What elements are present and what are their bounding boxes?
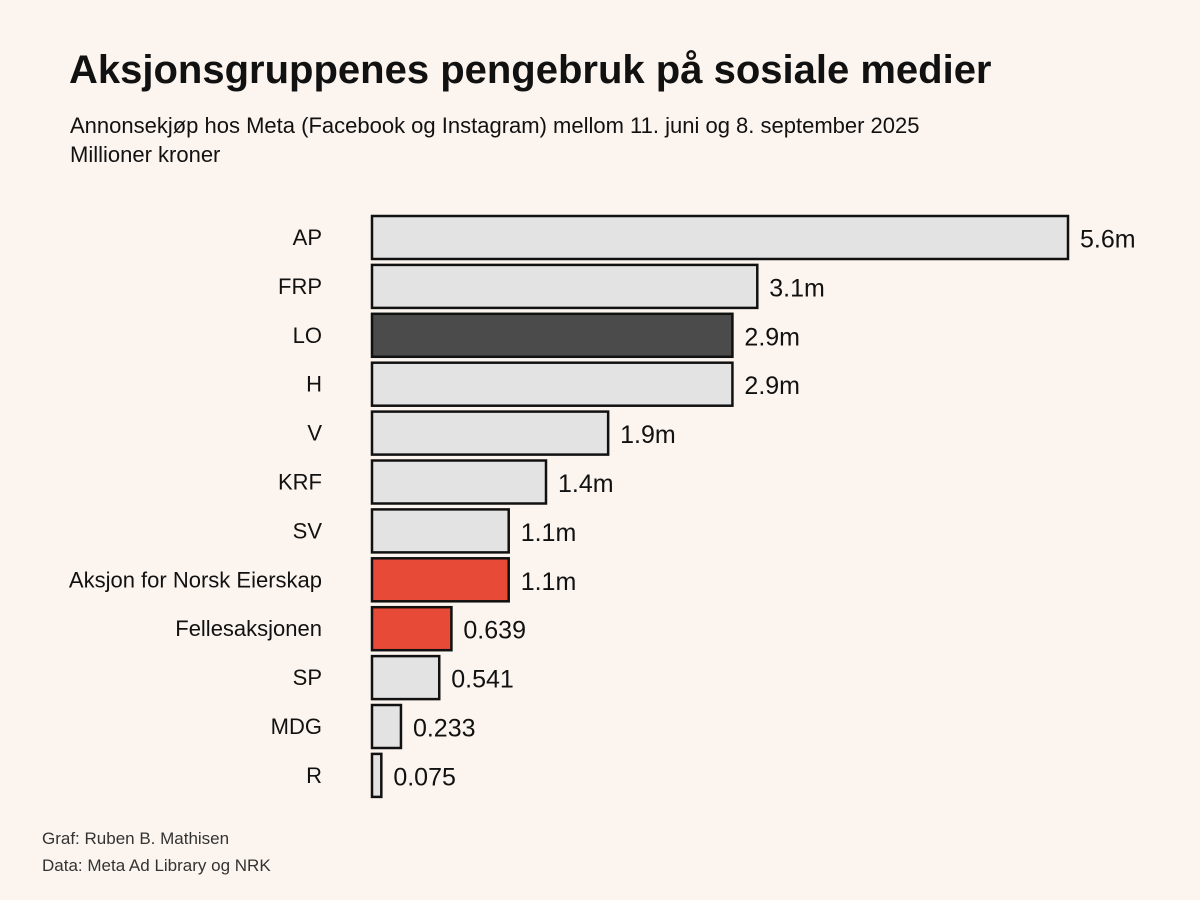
value-label-h: 2.9m xyxy=(744,372,800,400)
category-label-fellesaksjonen: Fellesaksjonen xyxy=(175,616,322,641)
category-label-lo: LO xyxy=(293,323,322,348)
bar-krf xyxy=(370,459,548,505)
chart-subtitle: Annonsekjøp hos Meta (Facebook og Instag… xyxy=(70,113,920,138)
bar-r xyxy=(370,752,383,799)
bar-ap xyxy=(370,214,1070,261)
chart-subtitle-block: Annonsekjøp hos Meta (Facebook og Instag… xyxy=(70,111,920,169)
bar-lo xyxy=(370,312,734,359)
bar-mdg xyxy=(370,703,403,750)
value-label-fellesaksjonen: 0.639 xyxy=(463,617,526,645)
category-label-v: V xyxy=(307,421,322,446)
value-label-sv: 1.1m xyxy=(521,519,577,547)
category-label-h: H xyxy=(306,372,322,397)
data-credit: Data: Meta Ad Library og NRK xyxy=(42,856,271,875)
bar-v xyxy=(370,410,610,456)
category-label-ap: AP xyxy=(293,225,322,250)
value-label-mdg: 0.233 xyxy=(413,715,476,743)
value-label-aksjon-for-norsk-eierskap: 1.1m xyxy=(521,568,577,596)
graph-credit: Graf: Ruben B. Mathisen xyxy=(42,829,230,848)
credits: Graf: Ruben B. Mathisen Data: Meta Ad Li… xyxy=(42,825,271,879)
category-label-frp: FRP xyxy=(278,274,322,299)
bar-sp xyxy=(370,654,441,701)
bar-aksjon-for-norsk-eierskap xyxy=(370,557,510,603)
bar-fellesaksjonen xyxy=(370,605,453,652)
value-label-krf: 1.4m xyxy=(558,470,614,498)
category-label-sv: SV xyxy=(293,518,323,543)
category-label-r: R xyxy=(306,763,322,788)
value-label-lo: 2.9m xyxy=(744,323,800,351)
bar-h xyxy=(370,361,734,407)
value-label-r: 0.075 xyxy=(393,763,456,791)
category-label-mdg: MDG xyxy=(271,714,322,739)
value-label-frp: 3.1m xyxy=(769,274,825,302)
unit-note: Millioner kroner xyxy=(70,142,221,167)
category-label-krf: KRF xyxy=(278,470,322,495)
value-label-ap: 5.6m xyxy=(1080,226,1136,254)
category-label-sp: SP xyxy=(293,665,322,690)
chart-title: Aksjonsgruppenes pengebruk på sosiale me… xyxy=(69,48,992,92)
value-label-v: 1.9m xyxy=(620,421,676,449)
bar-frp xyxy=(370,263,759,310)
bar-sv xyxy=(370,508,510,554)
category-label-aksjon-for-norsk-eierskap: Aksjon for Norsk Eierskap xyxy=(69,567,322,592)
value-label-sp: 0.541 xyxy=(451,666,514,694)
